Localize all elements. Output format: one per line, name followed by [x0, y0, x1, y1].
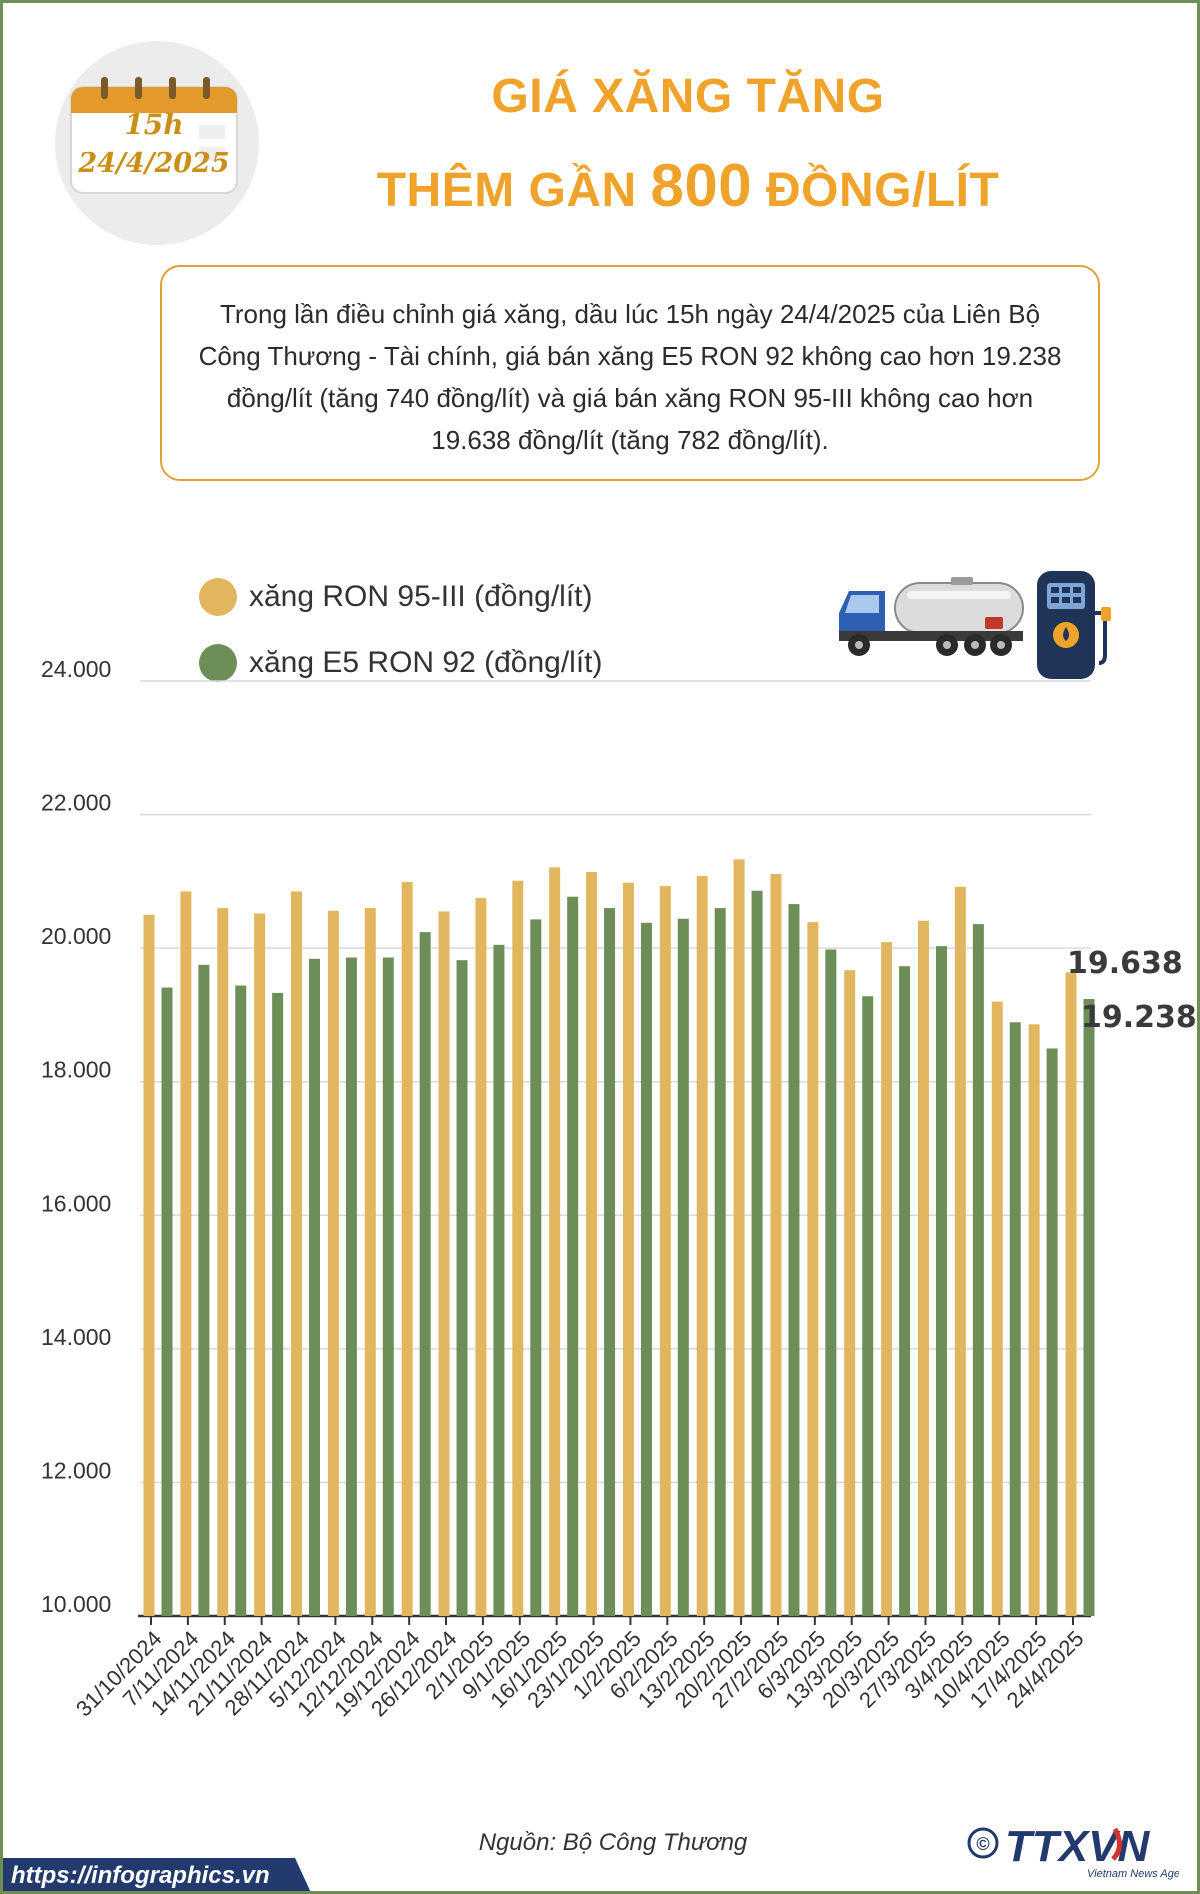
page-title-line2: THÊM GẦN 800 ĐỒNG/LÍT: [303, 151, 1073, 220]
legend-swatch-ron95: [199, 578, 237, 616]
bar-e5: [1083, 999, 1095, 1616]
bar-ron95: [844, 970, 856, 1616]
bar-e5: [382, 957, 394, 1616]
legend-item-ron95: xăng RON 95-III (đồng/lít): [199, 577, 592, 617]
annotation-e5-last: 19.238: [1081, 1000, 1197, 1035]
ttxvn-logo: © TTXVN Vietnam News Agency: [967, 1822, 1179, 1880]
bar-e5: [751, 890, 763, 1616]
bar-ron95: [143, 914, 155, 1616]
calendar-icon: [70, 77, 238, 194]
bar-e5: [788, 904, 800, 1616]
logo-text: TTXVN: [1005, 1822, 1150, 1871]
y-tick-label: 12.000: [41, 1457, 111, 1483]
bar-e5: [530, 919, 542, 1616]
title-suffix: ĐỒNG/LÍT: [752, 164, 1000, 217]
bar-e5: [1009, 1022, 1021, 1616]
bar-e5: [935, 946, 947, 1616]
source-note: Nguồn: Bộ Công Thương: [478, 1829, 748, 1856]
bar-ron95: [733, 859, 745, 1616]
y-tick-label: 20.000: [41, 923, 111, 949]
calendar-time: 15h: [124, 108, 184, 141]
bar-ron95: [364, 908, 376, 1616]
copyright-mark: ©: [976, 1834, 989, 1854]
website-link[interactable]: https://infographics.vn: [11, 1862, 270, 1889]
y-tick-label: 22.000: [41, 790, 111, 816]
calendar-date: 24/4/2025: [78, 148, 230, 179]
y-tick-label: 18.000: [41, 1057, 111, 1083]
annotation-ron95-last: 19.638: [1067, 946, 1183, 981]
bar-ron95: [438, 911, 450, 1616]
bar-ron95: [291, 891, 303, 1616]
bar-ron95: [401, 882, 413, 1616]
y-tick-label: 24.000: [41, 656, 111, 682]
bar-ron95: [512, 880, 524, 1616]
bar-e5: [972, 924, 984, 1616]
y-tick-label: 10.000: [41, 1591, 111, 1617]
bar-ron95: [180, 891, 192, 1616]
bar-e5: [419, 932, 431, 1616]
bar-e5: [567, 896, 579, 1616]
bar-ron95: [770, 874, 782, 1616]
bar-e5: [456, 960, 468, 1616]
bar-ron95: [327, 910, 339, 1616]
bar-e5: [345, 957, 357, 1616]
bar-ron95: [954, 886, 966, 1616]
bar-e5: [899, 966, 911, 1616]
bar-e5: [714, 908, 726, 1616]
bar-ron95: [1028, 1024, 1040, 1616]
bar-e5: [235, 985, 247, 1616]
y-tick-label: 14.000: [41, 1324, 111, 1350]
tanker-truck-icon: [839, 577, 1024, 656]
bar-e5: [604, 908, 616, 1616]
bar-ron95: [881, 942, 893, 1616]
bar-ron95: [217, 908, 229, 1616]
bar-ron95: [586, 872, 598, 1616]
bar-e5: [862, 996, 874, 1616]
legend-swatch-e5: [199, 644, 237, 682]
info-box: Trong lần điều chỉnh giá xăng, dầu lúc 1…: [160, 265, 1100, 481]
bar-e5: [309, 958, 321, 1616]
bar-e5: [493, 944, 505, 1616]
bar-e5: [272, 992, 284, 1616]
bar-ron95: [807, 922, 819, 1616]
bar-e5: [640, 922, 652, 1616]
bar-ron95: [1065, 972, 1077, 1616]
bar-ron95: [991, 1001, 1003, 1616]
fuel-price-chart: 10.000 12.000 14.000 16.000 18.000 20.000 22.0…: [41, 656, 1197, 1721]
title-number: 800: [650, 152, 753, 219]
legend-label-ron95: xăng RON 95-III (đồng/lít): [249, 580, 593, 613]
legend-label-e5: xăng E5 RON 92 (đồng/lít): [249, 646, 603, 679]
bar-ron95: [696, 876, 708, 1616]
bar-ron95: [475, 898, 487, 1616]
bar-e5: [198, 964, 210, 1616]
bar-ron95: [254, 913, 266, 1616]
y-tick-label: 16.000: [41, 1190, 111, 1216]
bar-ron95: [549, 867, 561, 1616]
title-prefix: THÊM GẦN: [376, 164, 651, 217]
legend-item-e5: xăng E5 RON 92 (đồng/lít): [199, 643, 603, 683]
bar-e5: [677, 918, 689, 1616]
logo-subtext: Vietnam News Agency: [1087, 1868, 1179, 1880]
page-title-line1: GIÁ XĂNG TĂNG: [491, 70, 885, 123]
bar-ron95: [622, 882, 634, 1616]
url-banner: [3, 1858, 313, 1891]
bar-e5: [825, 949, 837, 1616]
bar-e5: [161, 987, 173, 1616]
bar-e5: [1046, 1048, 1058, 1616]
fuel-pump-icon: [1037, 571, 1111, 679]
bar-ron95: [917, 920, 929, 1616]
bar-ron95: [659, 886, 671, 1616]
